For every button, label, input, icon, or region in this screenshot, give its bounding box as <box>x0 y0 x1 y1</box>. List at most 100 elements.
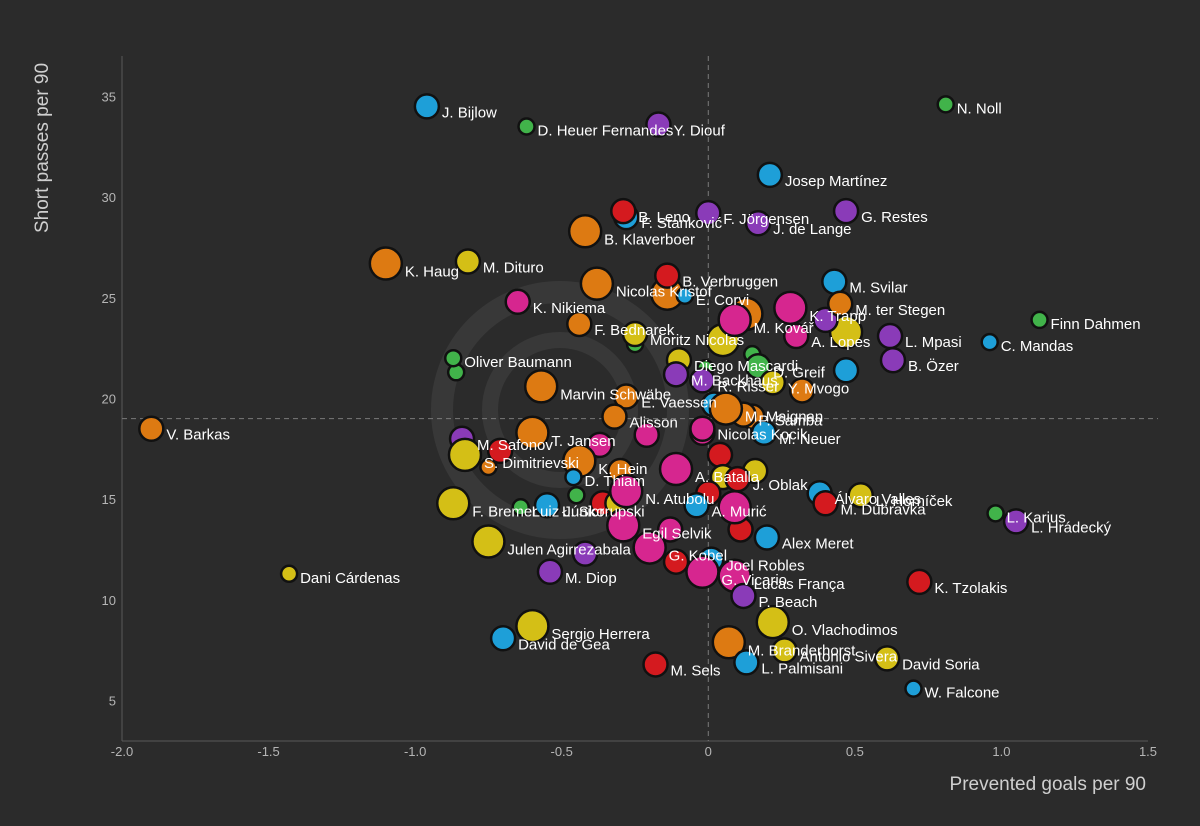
data-point <box>413 93 441 120</box>
data-point <box>708 391 744 426</box>
y-tick-label: 30 <box>102 190 116 205</box>
x-tick-label: -1.0 <box>404 744 426 759</box>
data-point <box>876 322 904 350</box>
data-point <box>782 322 810 350</box>
data-point <box>812 306 839 334</box>
point-label: P. Samba <box>758 413 823 430</box>
point-label: M. Neuer <box>779 431 841 448</box>
y-tick-label: 10 <box>102 593 116 608</box>
data-point <box>471 524 506 559</box>
data-point <box>759 369 787 396</box>
point-label: J. de Lange <box>773 221 851 238</box>
data-point <box>567 214 603 249</box>
data-point <box>566 310 593 338</box>
x-axis-title: Prevented goals per 90 <box>950 774 1146 795</box>
data-point <box>771 637 798 664</box>
data-point <box>986 504 1005 523</box>
point-label: B. Klaverboer <box>604 231 695 248</box>
point-label: F. Jörgensen <box>723 211 809 228</box>
point-label: Joel Robles <box>726 558 804 575</box>
data-point <box>138 415 165 442</box>
x-tick-label: 0.5 <box>846 744 864 759</box>
data-point <box>658 451 694 487</box>
point-label: Y. Diouf <box>673 123 725 140</box>
point-label: L. Horníček <box>876 493 953 510</box>
data-point <box>444 348 463 368</box>
data-point <box>642 651 669 678</box>
data-point <box>812 490 839 517</box>
data-point <box>515 415 550 450</box>
axes <box>121 56 1148 742</box>
point-label: David Soria <box>902 656 980 673</box>
data-point <box>733 649 760 676</box>
y-axis-title: Short passes per 90 <box>32 63 53 233</box>
point-label: N. Atubolu <box>645 491 714 508</box>
point-label: D. Heuer Fernandes <box>538 123 674 140</box>
data-point <box>695 199 722 227</box>
data-point <box>523 369 559 404</box>
data-point <box>744 209 772 237</box>
data-point <box>586 431 614 459</box>
data-point <box>567 485 586 505</box>
point-label: L. Palmisani <box>761 660 843 677</box>
point-label: N. Noll <box>957 100 1002 117</box>
point-label: Nicolas Kristof <box>616 284 713 301</box>
point-label: D. Thiam <box>584 473 645 490</box>
data-point <box>621 320 649 348</box>
data-point <box>750 419 778 446</box>
data-point <box>832 197 860 225</box>
y-tick-label: 35 <box>102 89 116 104</box>
point-label: M. Dúbravka <box>841 501 927 518</box>
point-label: M. Kovář <box>754 320 815 337</box>
point-label: S. Dimitrievski <box>484 455 579 472</box>
x-tick-label: 1.5 <box>1139 744 1157 759</box>
data-point <box>832 357 860 384</box>
point-label: E. Corvi <box>696 292 749 309</box>
point-label: Dani Cárdenas <box>300 570 400 587</box>
point-label: Moritz Nicolas <box>650 332 744 349</box>
x-tick-label: -0.5 <box>551 744 573 759</box>
point-label: K. Haug <box>405 264 459 281</box>
point-label: K. Nikiema <box>533 300 606 317</box>
point-label: Diego Mascardi <box>694 358 798 375</box>
point-label: Lucas França <box>754 576 846 593</box>
data-point <box>515 608 550 644</box>
data-point <box>504 288 531 316</box>
data-point <box>711 625 747 660</box>
data-point <box>724 465 751 493</box>
point-label: Finn Dahmen <box>1051 316 1141 333</box>
data-point <box>486 437 514 465</box>
data-point <box>579 266 615 301</box>
y-tick-labels: 5 10 15 20 25 30 35 <box>102 89 116 708</box>
watermark-logo <box>431 281 689 539</box>
point-label: F. Stanković <box>641 215 722 232</box>
point-label: B. Leno <box>638 209 690 226</box>
point-label: M. Diop <box>565 570 617 587</box>
point-label: A. Lopes <box>811 334 870 351</box>
data-point <box>821 268 848 295</box>
point-label: J. Oblak <box>753 477 809 494</box>
data-point <box>533 492 561 519</box>
x-tick-label: 0 <box>705 744 712 759</box>
data-point <box>730 582 757 610</box>
data-point <box>608 473 644 509</box>
data-point <box>906 568 933 596</box>
y-tick-label: 15 <box>102 492 116 507</box>
point-label: Julen Agirrezabala <box>507 542 631 559</box>
data-point <box>633 421 660 449</box>
point-label: V. Barkas <box>166 427 230 444</box>
point-label: Y. Mvogo <box>788 380 849 397</box>
x-tick-label: -1.5 <box>257 744 279 759</box>
data-point <box>571 540 599 567</box>
point-label: R. Risser <box>717 378 779 395</box>
data-point <box>773 290 808 326</box>
data-point <box>873 645 901 672</box>
point-label: B. Özer <box>908 357 959 375</box>
data-point <box>689 367 716 394</box>
data-point <box>279 564 299 584</box>
y-tick-label: 20 <box>102 392 116 407</box>
x-tick-label: -2.0 <box>111 744 133 759</box>
data-point <box>511 498 530 517</box>
